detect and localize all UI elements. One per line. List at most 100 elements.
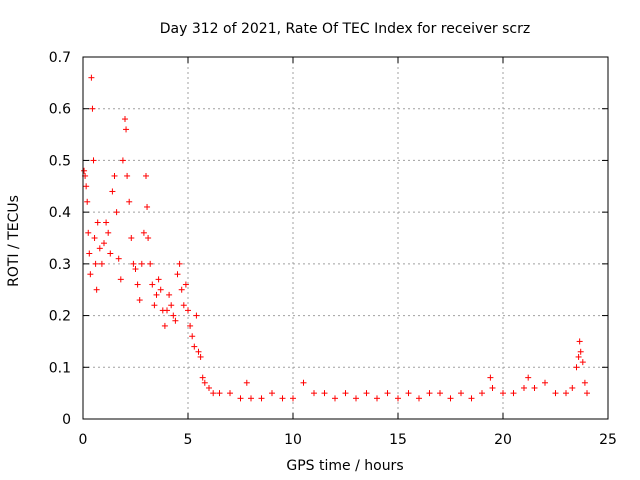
data-point — [134, 281, 141, 288]
data-point — [248, 395, 254, 402]
x-tick-label: 0 — [79, 432, 88, 448]
data-point — [311, 390, 317, 397]
data-point — [113, 209, 120, 216]
data-point — [91, 235, 98, 241]
data-point — [269, 390, 275, 397]
data-point — [395, 395, 401, 402]
data-point — [176, 260, 183, 267]
data-point — [126, 198, 133, 205]
data-point — [168, 302, 175, 309]
data-point — [191, 343, 198, 350]
data-point — [290, 395, 296, 402]
data-point — [172, 317, 179, 324]
data-point — [563, 390, 569, 397]
data-point — [85, 229, 92, 236]
data-point — [525, 374, 532, 381]
chart-title: Day 312 of 2021, Rate Of TEC Index for r… — [160, 21, 530, 37]
data-point — [96, 245, 103, 252]
data-point — [576, 338, 583, 345]
data-point — [237, 395, 244, 402]
data-point — [151, 302, 158, 309]
data-point — [98, 260, 105, 267]
data-point — [107, 250, 114, 257]
data-point — [170, 312, 177, 319]
data-point — [87, 271, 94, 278]
x-tick-label: 20 — [494, 432, 512, 448]
data-point — [437, 390, 443, 397]
data-point — [117, 276, 124, 283]
data-point — [579, 359, 586, 366]
data-point — [155, 276, 162, 283]
data-point — [300, 379, 307, 386]
data-point — [145, 235, 152, 241]
data-point — [174, 271, 181, 278]
data-point — [552, 390, 559, 397]
data-point — [140, 229, 147, 236]
x-tick-label: 5 — [184, 432, 193, 448]
data-point — [166, 291, 173, 298]
data-point — [115, 255, 122, 262]
y-tick-label: 0.6 — [49, 102, 71, 118]
data-point — [197, 353, 204, 360]
data-point — [201, 379, 208, 386]
data-point — [130, 260, 137, 267]
data-point — [122, 116, 128, 123]
data-point — [157, 286, 164, 293]
data-point — [447, 395, 454, 402]
data-point — [374, 395, 380, 402]
x-axis-label: GPS time / hours — [286, 458, 403, 474]
y-tick-label: 0 — [62, 412, 71, 428]
data-point — [500, 390, 506, 397]
data-point — [195, 348, 202, 355]
data-point — [128, 235, 135, 241]
data-point — [111, 172, 118, 179]
data-point — [321, 390, 328, 397]
data-point — [363, 390, 370, 397]
data-point — [101, 240, 107, 247]
data-point — [199, 374, 206, 381]
data-point — [581, 379, 588, 386]
data-point — [216, 390, 223, 397]
data-point — [468, 395, 475, 402]
data-point — [187, 322, 194, 329]
data-point — [487, 374, 494, 381]
data-points — [81, 74, 590, 402]
data-point — [144, 203, 151, 210]
data-point — [342, 390, 349, 397]
data-point — [161, 322, 168, 329]
data-point — [243, 379, 250, 386]
data-point — [143, 172, 149, 179]
data-point — [132, 266, 139, 273]
data-point — [109, 188, 116, 195]
data-point — [189, 333, 196, 340]
data-point — [489, 384, 496, 391]
data-point — [92, 260, 99, 267]
data-point — [103, 219, 110, 226]
data-point — [81, 167, 88, 174]
axis-ticks: 0 5 10 15 20 25 0 0.1 0.2 0.3 0.4 0.5 0.6 0.7 — [49, 50, 617, 448]
data-point — [123, 126, 130, 133]
data-point — [149, 281, 156, 288]
data-point — [258, 395, 265, 402]
y-axis-label: ROTI / TECUs — [6, 195, 22, 287]
y-tick-label: 0.5 — [49, 153, 71, 169]
data-point — [182, 281, 189, 288]
data-point — [227, 390, 233, 397]
data-point — [84, 198, 91, 205]
data-point — [542, 379, 548, 386]
x-tick-label: 15 — [389, 432, 407, 448]
data-point — [90, 157, 97, 164]
data-point — [384, 390, 391, 397]
data-point — [193, 312, 200, 319]
data-point — [206, 384, 212, 391]
x-tick-label: 25 — [599, 432, 617, 448]
data-point — [573, 364, 580, 371]
data-point — [521, 384, 527, 391]
x-tick-label: 10 — [284, 432, 302, 448]
data-point — [332, 395, 338, 402]
data-point — [105, 229, 112, 236]
data-point — [479, 390, 485, 397]
data-point — [575, 353, 582, 360]
data-point — [164, 307, 170, 314]
